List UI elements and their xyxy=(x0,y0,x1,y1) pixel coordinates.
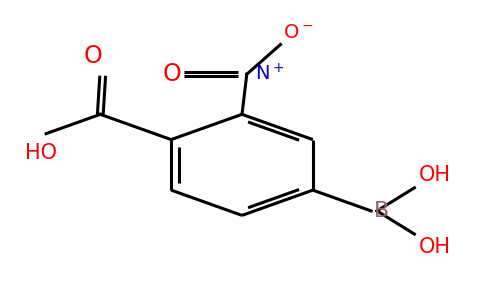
Text: O: O xyxy=(163,62,182,86)
Text: $\mathregular{N^+}$: $\mathregular{N^+}$ xyxy=(256,64,285,85)
Text: OH: OH xyxy=(419,237,451,257)
Text: $\mathregular{O^-}$: $\mathregular{O^-}$ xyxy=(283,22,313,41)
Text: O: O xyxy=(84,44,103,68)
Text: OH: OH xyxy=(419,165,451,185)
Text: B: B xyxy=(374,201,389,221)
Text: HO: HO xyxy=(25,142,57,163)
